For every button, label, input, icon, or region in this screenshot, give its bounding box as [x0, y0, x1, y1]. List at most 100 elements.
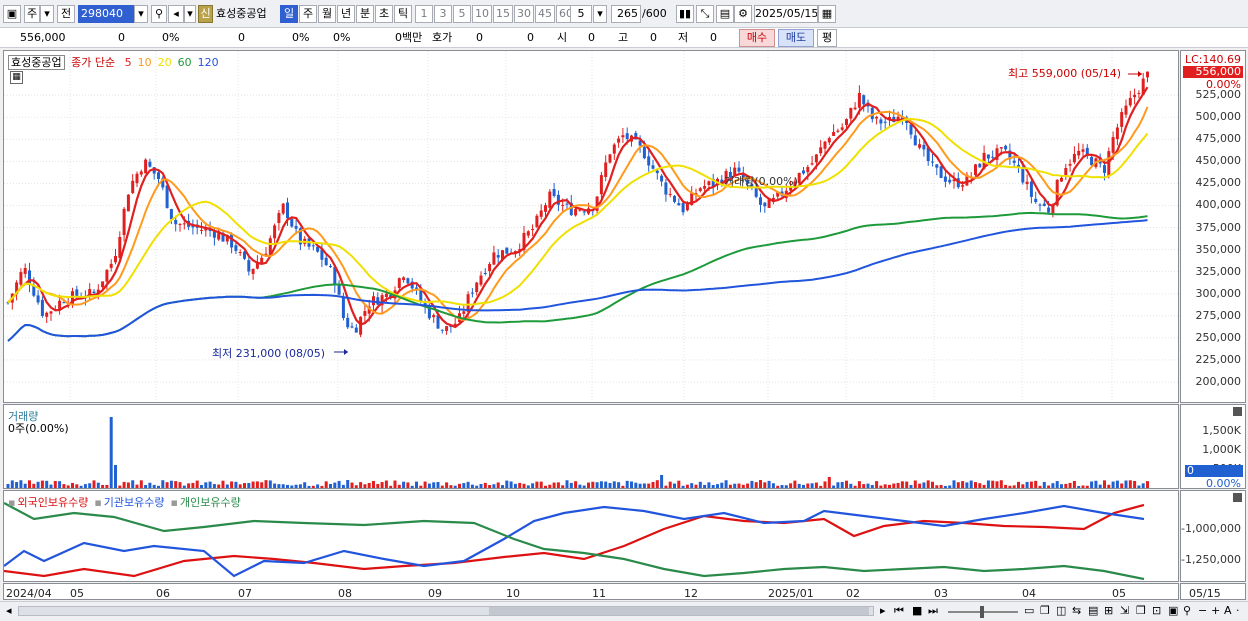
scroll-right-icon[interactable]: ▸ [880, 604, 886, 617]
copy-icon[interactable]: ❐ [1040, 604, 1050, 617]
ma-period-3[interactable]: 60 [177, 56, 192, 69]
interval-2[interactable]: 5 [453, 5, 471, 23]
ma-period-2[interactable]: 20 [157, 56, 172, 69]
avg-button[interactable]: 평 [817, 29, 837, 47]
volume-pane[interactable]: 거래량 0주(0.00%) [3, 404, 1179, 489]
layout-icon[interactable]: ▭ [1024, 604, 1035, 617]
holdings-series-1[interactable]: 기관보유수량 [103, 496, 165, 509]
candle-body [1034, 198, 1038, 203]
volume-bar [1077, 485, 1081, 488]
font-size-icon[interactable]: A [1224, 604, 1232, 617]
window-icon[interactable]: ❒ [1136, 604, 1146, 617]
volume-bar [419, 485, 423, 488]
code-dropdown-icon[interactable]: ▾ [134, 5, 148, 23]
holdings-series-2[interactable]: 개인보유수량 [179, 496, 241, 509]
volume-title: 거래량 [8, 410, 39, 423]
prev-button[interactable]: 전 [57, 5, 75, 23]
gear-icon[interactable]: ⚙ [734, 5, 752, 23]
lock-icon[interactable]: ⊡ [1152, 604, 1162, 617]
volume-bar [178, 482, 182, 488]
custom-interval-input[interactable]: 5 [570, 5, 592, 23]
holdings-series-0[interactable]: 외국인보유수량 [17, 496, 89, 509]
tab-3[interactable]: 년 [337, 5, 355, 23]
candle-body [810, 163, 814, 165]
ma-period-0[interactable]: 5 [124, 56, 132, 69]
split-icon[interactable]: ◫ [1056, 604, 1067, 617]
window-menu-icon[interactable]: ▣ [3, 5, 21, 23]
volume-bar [961, 481, 965, 488]
tab-6[interactable]: 틱 [394, 5, 412, 23]
export-icon[interactable]: ⇲ [1120, 604, 1130, 617]
ma-period-1[interactable]: 10 [137, 56, 152, 69]
speaker-icon[interactable]: ◂ [168, 5, 184, 23]
zoom-slider-handle[interactable] [980, 606, 984, 618]
volume-value-label: 0주(0.00%) [8, 422, 69, 435]
zoom-slider[interactable] [948, 606, 1018, 618]
period-type-select[interactable]: 주 [24, 5, 40, 23]
date-input[interactable]: 2025/05/15 [754, 5, 818, 23]
interval-6[interactable]: 45 [535, 5, 555, 23]
search-zoom-icon[interactable]: ⚲ [1183, 604, 1192, 617]
volume-bar [771, 483, 775, 488]
candle-body [952, 179, 956, 182]
draw-tool-icon[interactable]: ⤡ [696, 5, 714, 23]
tab-4[interactable]: 분 [356, 5, 374, 23]
price-pane[interactable]: 효성중공업 종가 단순 5 10 20 60 120 ▦ 최고 559,000 (05/… [3, 50, 1179, 403]
volume-bar [556, 482, 560, 488]
legend-marker: ▪ [94, 496, 102, 509]
pane-close-icon-2[interactable] [1233, 493, 1242, 502]
speaker-dropdown-icon[interactable]: ▾ [184, 5, 196, 23]
buy-button[interactable]: 매수 [739, 29, 775, 47]
fast-forward-icon[interactable]: ⏭ [928, 604, 938, 617]
count-input[interactable]: 265 [611, 5, 641, 23]
compare-icon[interactable]: ⇆ [1072, 604, 1082, 617]
holdings-pane[interactable]: ▪ 외국인보유수량 ▪ 기관보유수량 ▪ 개인보유수량 [3, 490, 1179, 582]
tab-5[interactable]: 초 [375, 5, 393, 23]
candle-body [212, 231, 216, 238]
candle-body [776, 192, 780, 197]
rewind-icon[interactable]: ⏮ [894, 604, 904, 617]
interval-5[interactable]: 30 [514, 5, 534, 23]
volume-bar [148, 482, 152, 488]
calendar-icon[interactable]: ▦ [818, 5, 836, 23]
interval-3[interactable]: 10 [472, 5, 492, 23]
horizontal-scrollbar[interactable] [18, 606, 874, 616]
interval-0[interactable]: 1 [415, 5, 433, 23]
zoom-in-icon[interactable]: + [1211, 604, 1221, 617]
scroll-thumb[interactable] [489, 607, 869, 615]
interval-4[interactable]: 15 [493, 5, 513, 23]
zoom-out-icon[interactable]: − [1198, 604, 1208, 617]
volume-bar [397, 484, 401, 488]
interval-dropdown-icon[interactable]: ▾ [593, 5, 607, 23]
ma-period-4[interactable]: 120 [197, 56, 219, 69]
volume-bar [638, 483, 642, 488]
tab-1[interactable]: 주 [299, 5, 317, 23]
settings-dot-icon[interactable]: · [1236, 604, 1240, 617]
volume-bar [208, 481, 212, 488]
candle-body [238, 252, 242, 254]
volume-bar [1141, 483, 1145, 488]
search-icon[interactable]: ⚲ [151, 5, 167, 23]
interval-1[interactable]: 3 [434, 5, 452, 23]
candle-body [548, 191, 552, 208]
volume-bar [913, 480, 917, 488]
save-icon[interactable]: ▤ [716, 5, 734, 23]
scroll-left-icon[interactable]: ◂ [6, 604, 12, 617]
sell-button[interactable]: 매도 [778, 29, 814, 47]
candle-body [277, 213, 281, 224]
volume-bar [1128, 480, 1132, 488]
arrange-icon[interactable]: ▤ [1088, 604, 1099, 617]
bid-value: 0 [476, 31, 483, 44]
chevron-down-icon[interactable]: ▾ [40, 5, 54, 23]
pane-close-icon[interactable] [1233, 407, 1242, 416]
stop-icon[interactable]: ■ [912, 604, 923, 617]
candle-body [92, 291, 96, 294]
print-icon[interactable]: ▣ [1168, 604, 1179, 617]
grid-toggle-icon[interactable]: ▦ [10, 71, 23, 84]
stock-code-input[interactable]: 298040 [78, 5, 134, 23]
chart-type-icon[interactable]: ▮▮ [676, 5, 694, 23]
volume-bar [879, 485, 883, 488]
tile-icon[interactable]: ⊞ [1104, 604, 1114, 617]
tab-2[interactable]: 월 [318, 5, 336, 23]
tab-0[interactable]: 일 [280, 5, 298, 23]
